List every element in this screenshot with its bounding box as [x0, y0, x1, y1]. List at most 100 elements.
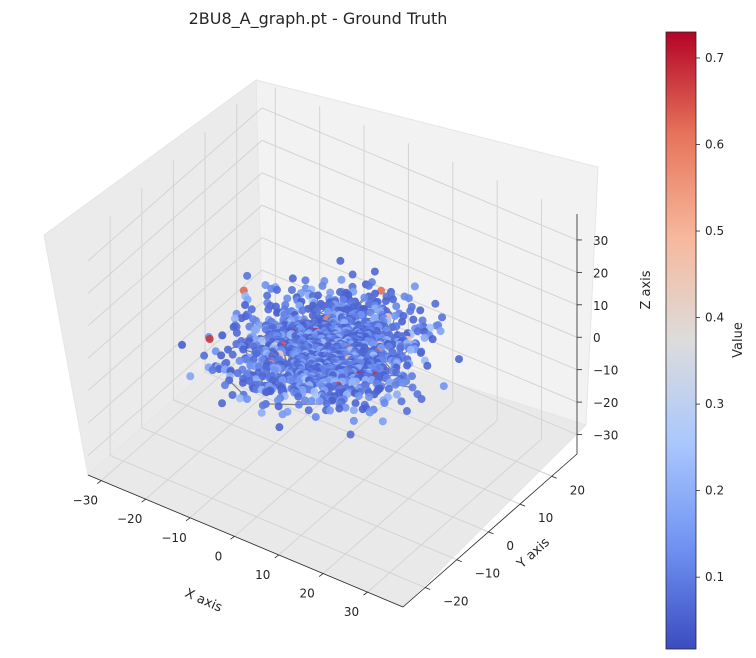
graph-node — [294, 392, 303, 401]
graph-node — [335, 404, 344, 413]
graph-node — [378, 417, 387, 426]
y-tick-label: 0 — [506, 539, 514, 553]
graph-node — [217, 351, 226, 360]
graph-nodes — [178, 256, 463, 439]
graph-node — [228, 390, 237, 399]
graph-node — [301, 276, 310, 285]
graph-node — [410, 282, 419, 291]
graph-node — [420, 333, 429, 342]
z-tick-label: −10 — [593, 364, 618, 378]
graph-node — [287, 285, 296, 294]
graph-node — [220, 381, 229, 390]
y-grid-line — [141, 187, 457, 561]
x-tick — [230, 536, 235, 540]
x-tick — [318, 573, 324, 577]
graph-node — [337, 275, 346, 284]
graph-node — [404, 294, 413, 303]
graph-node — [403, 361, 412, 370]
graph-node — [304, 406, 313, 415]
colorbar-tick-label: 0.1 — [705, 570, 724, 584]
y-tick — [456, 559, 462, 563]
z-grid-line — [87, 204, 578, 359]
graph-node — [358, 405, 367, 414]
graph-node — [407, 372, 416, 381]
colorbar-ticks: 0.7 0.6 0.5 0.4 0.3 0.2 0.1 — [696, 51, 724, 584]
colorbar-tick-label: 0.5 — [705, 224, 724, 238]
graph-node — [300, 396, 309, 405]
graph-node — [392, 390, 401, 399]
axis-lines — [87, 214, 578, 608]
graph-node — [322, 399, 331, 408]
graph-node — [239, 345, 248, 354]
y-tick-label: −20 — [443, 595, 468, 609]
graph-node — [380, 398, 389, 407]
y-tick-label: 20 — [570, 483, 585, 497]
graph-node — [431, 299, 440, 308]
graph-node — [391, 380, 400, 389]
x-tick-label: 0 — [215, 549, 223, 563]
graph-node — [221, 359, 230, 368]
z-tick-label: −30 — [593, 429, 618, 443]
z-grid-line — [87, 237, 578, 392]
graph-node — [351, 399, 360, 408]
axis-line — [402, 453, 578, 608]
graph-node — [218, 331, 227, 340]
graph-node — [258, 355, 267, 364]
graph-node — [283, 294, 292, 303]
graph-node — [232, 328, 241, 337]
x-tick — [274, 554, 280, 559]
graph-node — [417, 394, 426, 403]
z-tick-label: 0 — [593, 331, 601, 345]
graph-node — [371, 289, 380, 298]
z-grid-line — [87, 139, 578, 294]
graph-node — [273, 308, 282, 317]
graph-node — [261, 281, 270, 290]
y-tick — [551, 475, 557, 479]
graph-node — [252, 349, 261, 358]
graph-node — [392, 302, 401, 311]
x-tick-label: −30 — [73, 494, 98, 508]
graph-node — [243, 394, 252, 403]
y-grid-line — [172, 159, 489, 533]
graph-node — [348, 270, 357, 279]
graph-node — [397, 397, 406, 406]
graph-node — [218, 399, 227, 408]
graph-node — [241, 301, 250, 310]
graph-node — [230, 314, 239, 323]
graph-node — [247, 305, 256, 314]
x-tick-label: 30 — [344, 605, 359, 619]
graph-node — [215, 365, 224, 374]
y-tick-labels: −20 −10 0 10 20 — [424, 475, 585, 609]
colorbar-gradient — [665, 31, 697, 650]
graph-node — [318, 281, 327, 290]
graph-node — [228, 350, 237, 359]
axis-line — [87, 474, 404, 608]
z-grid-line — [87, 269, 578, 424]
x-tick — [185, 517, 191, 522]
graph-node — [454, 355, 463, 364]
z-tick-labels: 30 20 10 0 −10 −20 −30 — [577, 234, 618, 443]
graph-node — [186, 372, 195, 381]
graph-node — [396, 344, 405, 353]
graph-node — [275, 423, 284, 432]
graph-node — [274, 402, 283, 411]
graph-node — [178, 340, 187, 349]
graph-node — [200, 351, 209, 360]
graph-node — [406, 345, 415, 354]
graph-node — [428, 335, 437, 344]
x-tick-label: −20 — [117, 512, 142, 526]
z-grid-line — [87, 301, 578, 456]
graph-node — [384, 384, 393, 393]
graph-node — [273, 396, 282, 405]
colorbar-label: Value — [731, 322, 746, 358]
graph-node — [326, 383, 335, 392]
graph-node — [243, 271, 252, 280]
graph-node — [278, 410, 287, 419]
graph-node — [416, 306, 425, 315]
colorbar: 0.7 0.6 0.5 0.4 0.3 0.2 0.1 Value — [665, 31, 746, 650]
colorbar-tick-label: 0.6 — [705, 137, 724, 151]
graph-node — [307, 396, 316, 405]
y-tick-label: 10 — [538, 511, 553, 525]
x-tick-label: −10 — [161, 531, 186, 545]
z-axis-label: Z axis — [639, 270, 654, 309]
